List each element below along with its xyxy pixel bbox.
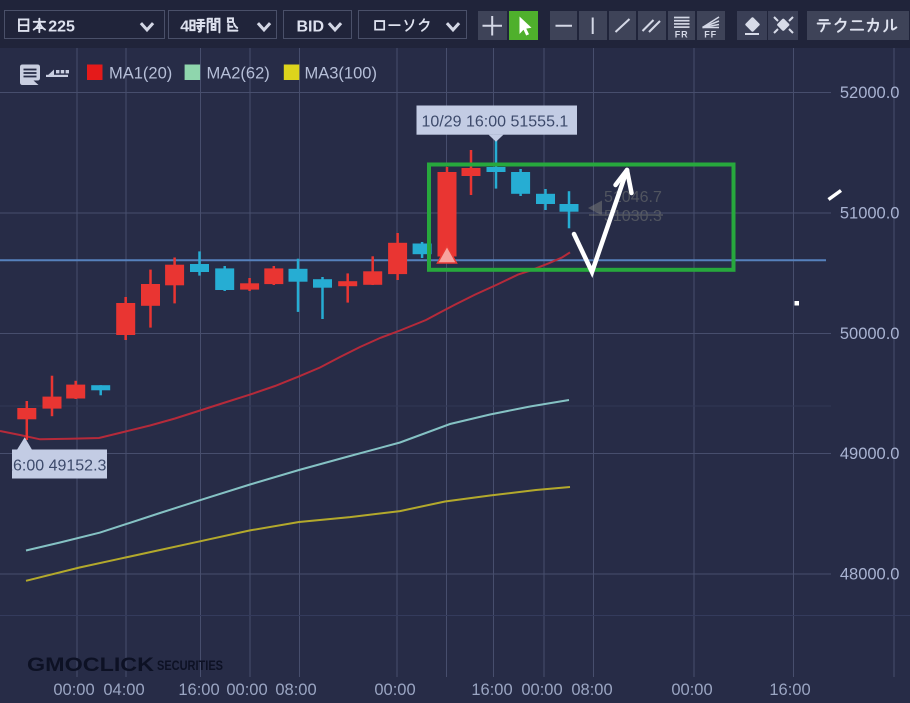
svg-text:04:00: 04:00 [103,681,144,699]
svg-text:48000.0: 48000.0 [840,566,900,584]
svg-text:10/29 16:00 51555.1: 10/29 16:00 51555.1 [422,114,569,131]
svg-text:00:00: 00:00 [521,681,562,699]
svg-text:16:00: 16:00 [769,681,810,699]
svg-text:08:00: 08:00 [275,681,316,699]
svg-text:16:00 49152.3: 16:00 49152.3 [4,458,106,475]
svg-text:00:00: 00:00 [374,681,415,699]
svg-text:FR: FR [674,29,688,39]
svg-text:52000.0: 52000.0 [840,84,900,102]
svg-text:MA3(100): MA3(100) [305,65,377,83]
svg-text:FF: FF [704,29,717,39]
svg-text:BID: BID [297,19,325,36]
svg-text:225: 225 [48,19,75,36]
svg-text:00:00: 00:00 [53,681,94,699]
svg-text:51030.3: 51030.3 [604,208,662,225]
svg-text:08:00: 08:00 [571,681,612,699]
svg-text:00:00: 00:00 [671,681,712,699]
svg-text:00:00: 00:00 [226,681,267,699]
svg-text:50000.0: 50000.0 [840,325,900,343]
svg-text:16:00: 16:00 [471,681,512,699]
svg-text:GMOCLICK: GMOCLICK [27,655,154,676]
svg-text:MA2(62): MA2(62) [207,65,270,83]
svg-text:51000.0: 51000.0 [840,205,900,223]
svg-text:MA1(20): MA1(20) [109,65,172,83]
svg-text:49000.0: 49000.0 [840,445,900,463]
svg-text:SECURITIES: SECURITIES [157,657,223,673]
svg-text:16:00: 16:00 [178,681,219,699]
svg-text:4: 4 [180,19,189,36]
